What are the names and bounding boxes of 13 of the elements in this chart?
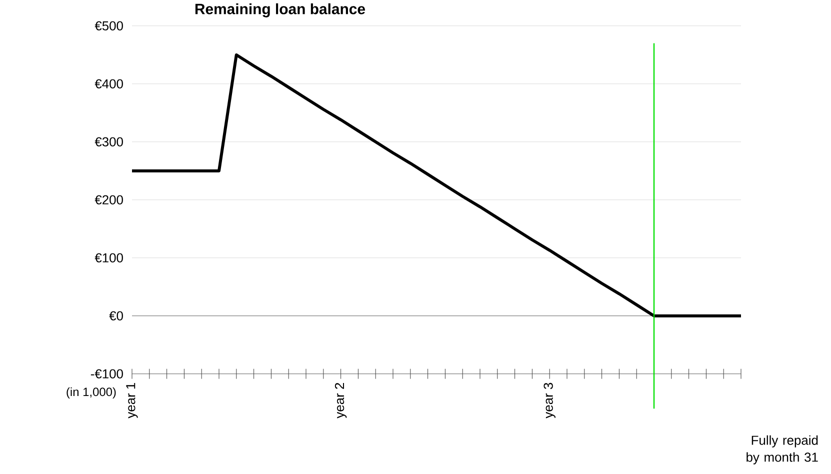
text: Fully repaid by month 31 (746, 435, 818, 464)
y-tick-label: €300 (94, 137, 123, 146)
x-tick-label: year 3 (544, 383, 556, 418)
y-axis-title: (in 1,000) (66, 387, 116, 399)
x-tick-label: year 1 (126, 383, 138, 418)
y-tick-label: €500 (94, 21, 123, 30)
y-tick-label: €100 (94, 253, 123, 262)
y-tick-label: €200 (94, 195, 123, 204)
x-tick-label: year 2 (334, 383, 347, 418)
y-tick-label: €0 (109, 311, 123, 320)
y-tick-label: €400 (94, 79, 123, 88)
y-tick-label: -€100 (90, 369, 123, 378)
chart-title: Remaining loan balance (195, 3, 365, 18)
